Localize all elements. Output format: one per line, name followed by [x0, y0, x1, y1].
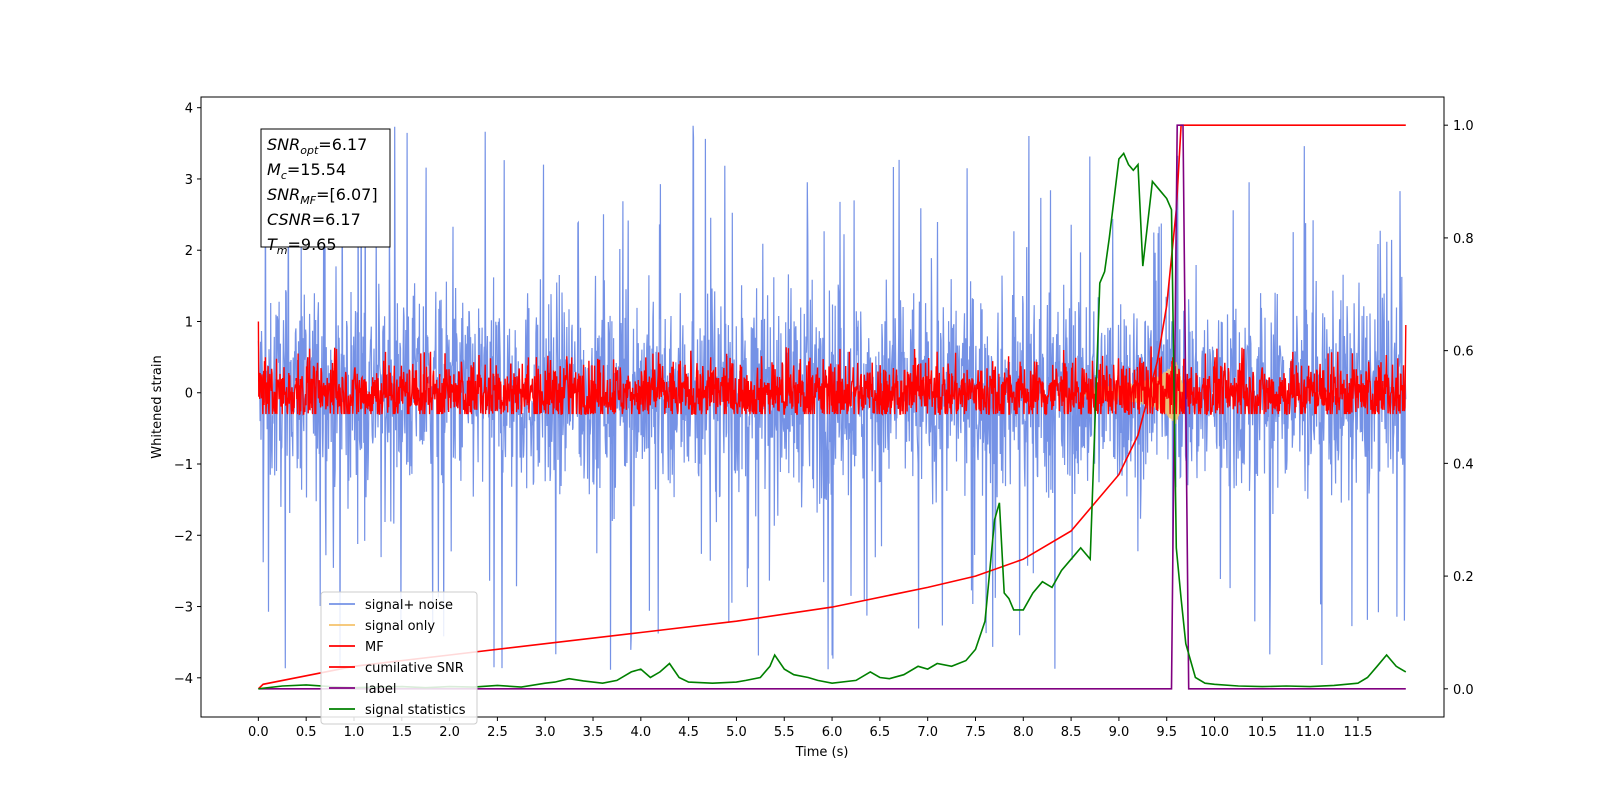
y-left-axis-ticks: 4 3 2 1 0 −1 −2 −3 −4 — [174, 102, 201, 687]
series-signal-statistics — [258, 151, 1407, 690]
x-tick-label: 3.5 — [583, 725, 604, 740]
x-tick-label: 2.5 — [487, 725, 508, 740]
y-right-tick-label: 0.4 — [1453, 457, 1474, 472]
series-label — [258, 124, 1406, 690]
y-left-tick-label: −4 — [174, 672, 193, 687]
x-tick-label: 0.5 — [296, 725, 317, 740]
y-left-tick-label: 1 — [185, 315, 193, 330]
y-left-tick-label: 2 — [185, 244, 193, 259]
x-axis-ticks: 0.0 0.5 1.0 1.5 2.0 2.5 3.0 3.5 4.0 4.5 5.0 5.5 6.0 6… — [248, 717, 1372, 740]
x-axis-label: Time (s) — [795, 745, 849, 760]
annotation-line: SNRMF=[6.07] — [267, 185, 378, 207]
x-tick-label: 6.5 — [870, 725, 891, 740]
x-tick-label: 4.5 — [678, 725, 699, 740]
y-left-tick-label: 4 — [185, 102, 193, 117]
y-axis-label: Whitened strain — [150, 355, 165, 458]
series-line — [257, 321, 1407, 417]
x-tick-label: 10.0 — [1200, 725, 1229, 740]
annotation-line: Mc=15.54 — [267, 160, 346, 182]
series-line — [258, 124, 1406, 690]
legend-label: signal only — [365, 619, 435, 634]
annotation-line: CSNR=6.17 — [267, 210, 361, 229]
x-tick-label: 3.0 — [535, 725, 556, 740]
x-tick-label: 5.0 — [726, 725, 747, 740]
x-tick-label: 6.0 — [822, 725, 843, 740]
legend-label: MF — [365, 640, 384, 655]
x-tick-label: 7.5 — [965, 725, 986, 740]
y-right-tick-label: 0.6 — [1453, 345, 1474, 360]
x-tick-label: 4.0 — [630, 725, 651, 740]
legend-frame — [320, 591, 478, 725]
stats-annotation-box: SNRopt=6.17 Mc=15.54 SNRMF=[6.07] CSNR=6.17… — [260, 128, 391, 257]
plot-frame — [200, 96, 1445, 718]
annotation-frame — [260, 128, 391, 248]
x-tick-label: 8.0 — [1013, 725, 1034, 740]
x-tick-label: 11.5 — [1343, 725, 1372, 740]
annotation-line: SNRopt=6.17 — [267, 135, 367, 157]
legend: signal+ noise signal only MF cumilative SNR… — [320, 591, 478, 725]
series-line — [258, 151, 1407, 690]
y-left-tick-label: 3 — [185, 173, 193, 188]
legend-label: signal statistics — [365, 703, 466, 718]
y-left-tick-label: −3 — [174, 601, 193, 616]
y-right-axis-ticks: 1.0 0.8 0.6 0.4 0.2 0.0 — [1444, 119, 1474, 698]
x-tick-label: 7.0 — [917, 725, 938, 740]
annotation-line: Tm=9.65 — [267, 235, 337, 257]
x-tick-label: 9.0 — [1109, 725, 1130, 740]
x-tick-label: 2.0 — [439, 725, 460, 740]
y-right-tick-label: 0.0 — [1453, 683, 1474, 698]
legend-label: cumilative SNR — [365, 661, 464, 676]
x-tick-label: 11.0 — [1296, 725, 1325, 740]
series-mf — [257, 321, 1407, 417]
y-left-tick-label: −2 — [174, 529, 193, 544]
x-tick-label: 5.5 — [774, 725, 795, 740]
legend-label: signal+ noise — [365, 598, 453, 613]
x-tick-label: 8.5 — [1061, 725, 1082, 740]
y-right-tick-label: 0.2 — [1453, 570, 1474, 585]
x-tick-label: 0.0 — [248, 725, 269, 740]
y-right-tick-label: 0.8 — [1453, 232, 1474, 247]
y-left-tick-label: 0 — [185, 387, 193, 402]
y-right-tick-label: 1.0 — [1453, 119, 1474, 134]
x-tick-label: 9.5 — [1156, 725, 1177, 740]
legend-label: label — [365, 682, 396, 697]
y-left-tick-label: −1 — [174, 458, 193, 473]
x-tick-label: 1.5 — [391, 725, 412, 740]
x-tick-label: 1.0 — [344, 725, 365, 740]
x-tick-label: 10.5 — [1248, 725, 1277, 740]
